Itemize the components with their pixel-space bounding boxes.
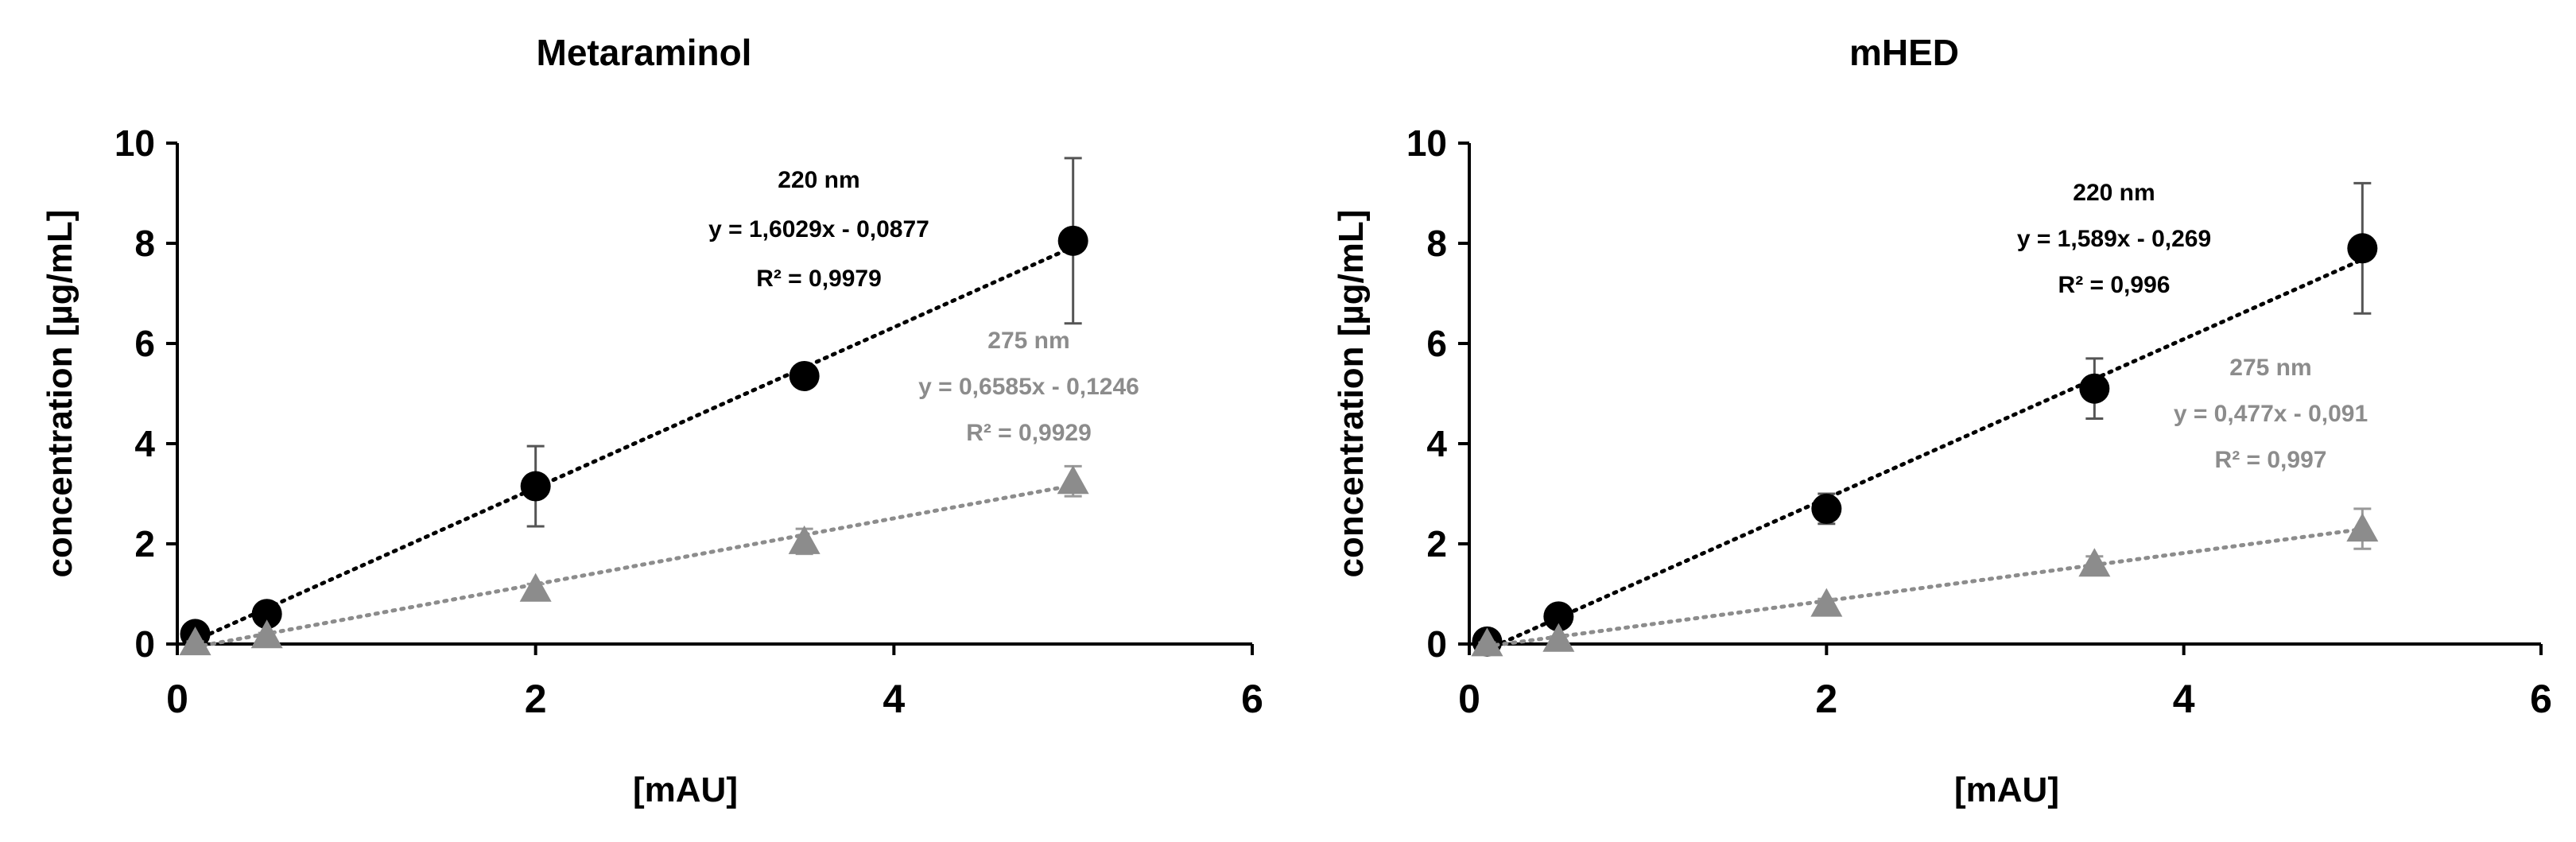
chart-mhed: mHED 0 2 4 6 0 2 4 6 8 10 [mAU] concentration [µg/mL…	[1332, 32, 2552, 809]
data-point-circle	[1811, 493, 1842, 524]
data-point-circle	[789, 360, 820, 391]
chart-title: mHED	[1849, 32, 1959, 73]
x-tick-label: 4	[883, 677, 905, 721]
trendline-triangle	[184, 483, 1076, 651]
y-tick-label: 10	[1406, 122, 1447, 164]
y-tick-label: 8	[1426, 223, 1447, 264]
data-point-triangle	[1542, 623, 1575, 652]
y-tick-label: 10	[114, 122, 155, 164]
data-point-triangle	[2078, 548, 2111, 577]
data-point-triangle	[788, 525, 821, 554]
data-point-triangle	[1471, 627, 1503, 657]
series-annotation-r2: R² = 0,9979	[756, 266, 882, 292]
data-point-triangle	[519, 572, 552, 602]
x-tick-label: 4	[2173, 677, 2195, 721]
data-point-circle	[2347, 233, 2378, 264]
y-axis-label: concentration [µg/mL]	[41, 210, 80, 578]
chart-title: Metaraminol	[537, 32, 752, 73]
data-point-circle	[1057, 225, 1088, 256]
y-tick-label: 2	[1426, 523, 1447, 565]
x-tick-label: 6	[2530, 677, 2552, 721]
y-tick-label: 6	[134, 323, 155, 364]
y-tick-label: 4	[1426, 423, 1447, 464]
data-point-triangle	[1057, 465, 1089, 495]
series-annotation-equation: y = 1,6029x - 0,0877	[708, 216, 929, 243]
data-point-circle	[251, 599, 282, 630]
x-tick-label: 2	[525, 677, 547, 721]
series-annotation-equation: y = 0,6585x - 0,1246	[918, 374, 1139, 400]
series-annotation-equation: y = 1,589x - 0,269	[2017, 226, 2211, 252]
y-tick-label: 8	[134, 223, 155, 264]
data-point-triangle	[250, 619, 283, 649]
series-annotation-wavelength: 220 nm	[2073, 180, 2155, 206]
series-annotation-r2: R² = 0,997	[2215, 447, 2327, 473]
data-point-circle	[520, 471, 551, 502]
data-point-triangle	[1810, 588, 1843, 617]
series-annotation-wavelength: 275 nm	[2229, 355, 2311, 381]
series-annotation-equation: y = 0,477x - 0,091	[2174, 401, 2368, 427]
x-tick-label: 0	[166, 677, 188, 721]
data-point-triangle	[179, 627, 211, 656]
y-tick-label: 6	[1426, 323, 1447, 364]
x-tick-label: 0	[1458, 677, 1480, 721]
y-tick-label: 0	[1426, 623, 1447, 665]
y-tick-label: 2	[134, 523, 155, 565]
trendline-circle	[184, 245, 1076, 646]
y-axis-label: concentration [µg/mL]	[1332, 210, 1371, 578]
trendline-triangle	[1476, 526, 2365, 650]
x-axis-label: [mAU]	[633, 770, 738, 809]
x-axis-label: [mAU]	[1954, 770, 2059, 809]
data-point-circle	[1543, 601, 1574, 632]
y-tick-label: 4	[134, 423, 155, 464]
data-point-circle	[2079, 373, 2110, 404]
data-point-triangle	[2346, 513, 2379, 542]
x-tick-label: 2	[1815, 677, 1837, 721]
series-annotation-wavelength: 275 nm	[987, 328, 1069, 354]
series-annotation-r2: R² = 0,996	[2058, 272, 2171, 298]
trendline-circle	[1476, 257, 2365, 656]
chart-metaraminol: Metaraminol 0 2 4 6 0 2 4 6 8 10 [mAU] concentration…	[41, 32, 1263, 809]
series-annotation-r2: R² = 0,9929	[966, 420, 1092, 446]
x-tick-label: 6	[1241, 677, 1263, 721]
y-tick-label: 0	[134, 623, 155, 665]
series-annotation-wavelength: 220 nm	[778, 167, 859, 193]
